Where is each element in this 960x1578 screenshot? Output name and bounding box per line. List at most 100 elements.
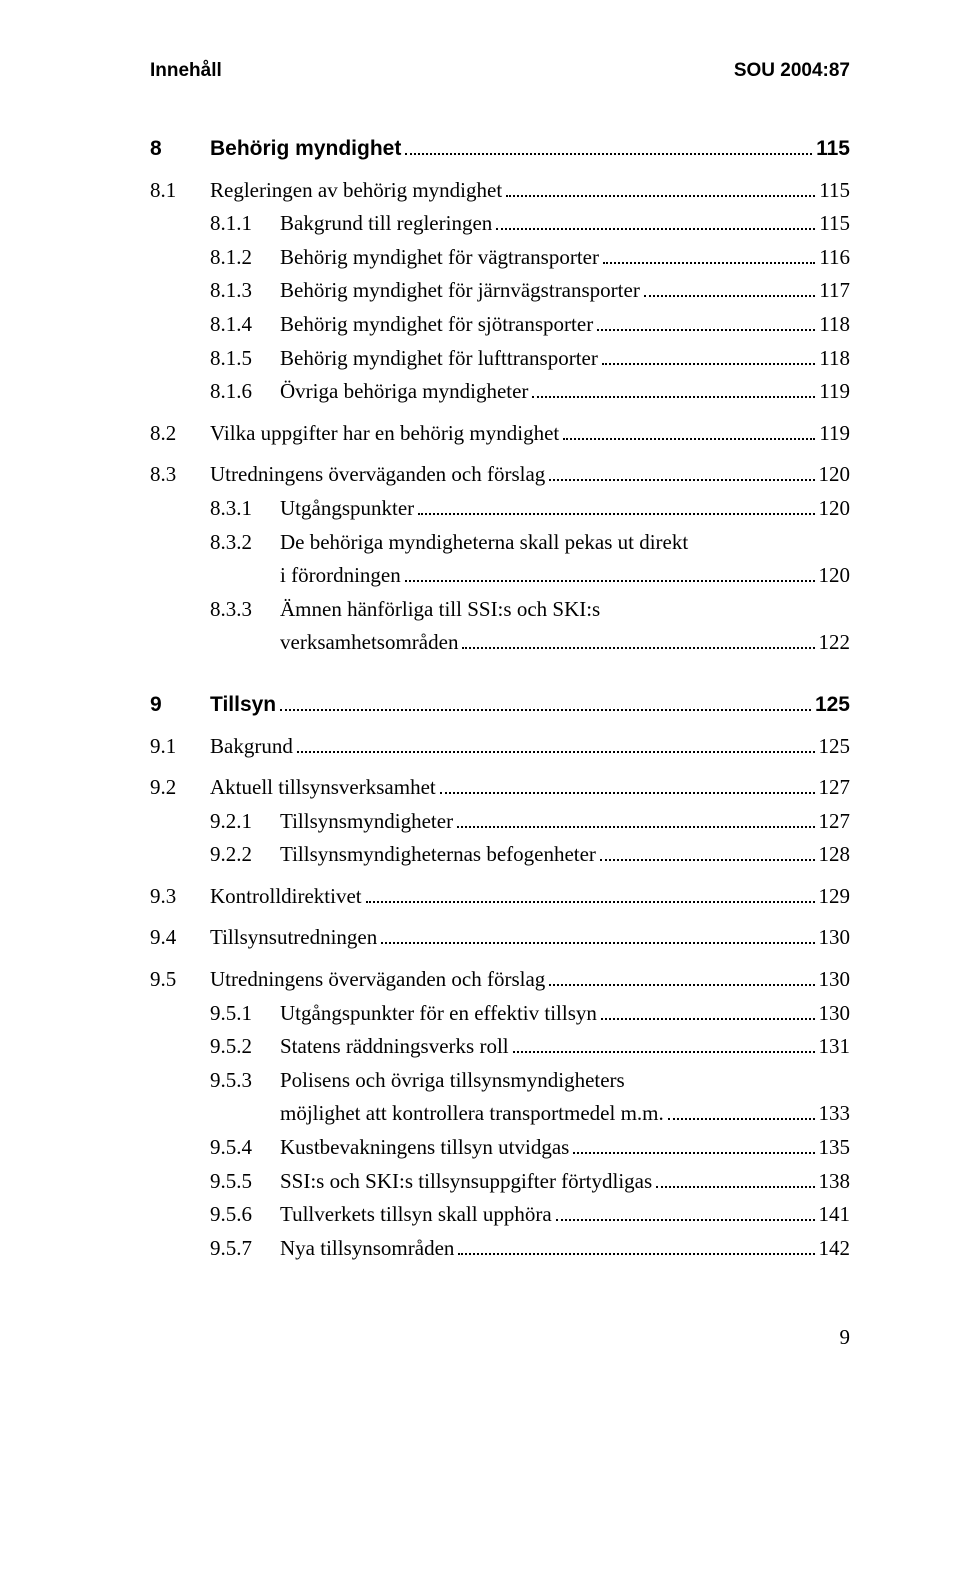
- toc-entry: 9.5.3Polisens och övriga tillsynsmyndigh…: [150, 1064, 850, 1098]
- toc-entry-text: Nya tillsynsområden: [280, 1232, 454, 1266]
- toc-entry-number: 9.2.1: [150, 805, 280, 839]
- toc-leader-dots: [280, 690, 811, 711]
- toc-leader-dots: [405, 561, 815, 582]
- toc-leader-dots: [458, 1234, 814, 1255]
- toc-entry-text: Bakgrund: [210, 730, 293, 764]
- toc-entry-text: Bakgrund till regleringen: [280, 207, 492, 241]
- toc-entry-page: 130: [819, 963, 851, 997]
- toc-entry-text: De behöriga myndigheterna skall pekas ut…: [280, 526, 688, 560]
- toc-entry-text: Kustbevakningens tillsyn utvidgas: [280, 1131, 569, 1165]
- toc-leader-dots: [601, 999, 815, 1020]
- toc-leader-dots: [668, 1100, 815, 1121]
- toc-leader-dots: [532, 377, 815, 398]
- toc-gap: [150, 409, 850, 417]
- toc-entry: 9.5.5SSI:s och SKI:s tillsynsuppgifter f…: [150, 1165, 850, 1199]
- page-footer: 9: [150, 1325, 850, 1350]
- toc-entry: 9.2Aktuell tillsynsverksamhet 127: [150, 771, 850, 805]
- toc-entry-page: 129: [819, 880, 851, 914]
- toc-leader-dots: [366, 882, 815, 903]
- toc-entry-number: 8.1.2: [150, 241, 280, 275]
- page-number: 9: [840, 1325, 851, 1349]
- toc-leader-dots: [513, 1032, 815, 1053]
- toc-leader-dots: [297, 732, 815, 753]
- toc-gap: [150, 166, 850, 174]
- toc-entry-number: 8.1: [150, 174, 210, 208]
- toc-entry: 8.1Regleringen av behörig myndighet 115: [150, 174, 850, 208]
- toc-entry-number: 9.2: [150, 771, 210, 805]
- toc-entry: 8.2Vilka uppgifter har en behörig myndig…: [150, 417, 850, 451]
- toc-entry-text: Utgångspunkter: [280, 492, 414, 526]
- toc-entry-text: Övriga behöriga myndigheter: [280, 375, 528, 409]
- toc-gap: [150, 913, 850, 921]
- toc-entry-number: 8: [150, 132, 210, 166]
- toc-entry-number: 9.5.7: [150, 1232, 280, 1266]
- toc-entry-page: 115: [816, 132, 850, 166]
- toc-entry-number: 9.3: [150, 880, 210, 914]
- toc-entry-text: Aktuell tillsynsverksamhet: [210, 771, 436, 805]
- toc-entry-number: 9.5.4: [150, 1131, 280, 1165]
- toc-entry-text: Tillsynsmyndigheternas befogenheter: [280, 838, 596, 872]
- toc-entry-page: 128: [819, 838, 851, 872]
- toc-entry-text: Ämnen hänförliga till SSI:s och SKI:s: [280, 593, 600, 627]
- toc-entry-text: Regleringen av behörig myndighet: [210, 174, 502, 208]
- toc-entry: 8.1.4Behörig myndighet för sjötransporte…: [150, 308, 850, 342]
- toc-entry-text: Behörig myndighet: [210, 132, 401, 166]
- toc-entry-page: 119: [819, 375, 850, 409]
- toc-entry-page: 141: [819, 1198, 851, 1232]
- toc-entry-page: 138: [819, 1165, 851, 1199]
- toc-entry-number: 8.1.3: [150, 274, 280, 308]
- toc-entry-page: 142: [819, 1232, 851, 1266]
- toc-entry: 9.5.4Kustbevakningens tillsyn utvidgas 13…: [150, 1131, 850, 1165]
- toc-leader-dots: [600, 840, 815, 861]
- toc-entry: 8.1.2Behörig myndighet för vägtransporte…: [150, 241, 850, 275]
- toc-entry-number: 8.1.5: [150, 342, 280, 376]
- toc-entry: 9Tillsyn125: [150, 688, 850, 722]
- toc-leader-dots: [603, 243, 815, 264]
- toc-entry: 8.1.6Övriga behöriga myndigheter 119: [150, 375, 850, 409]
- toc-entry-page: 118: [819, 342, 850, 376]
- toc-entry-page: 118: [819, 308, 850, 342]
- toc-entry-page: 117: [819, 274, 850, 308]
- toc-entry-text: Tillsyn: [210, 688, 276, 722]
- toc-entry-page: 131: [819, 1030, 851, 1064]
- toc-entry-page: 135: [819, 1131, 851, 1165]
- toc-entry-page: 120: [819, 492, 851, 526]
- toc-gap: [150, 763, 850, 771]
- toc-entry: 9.5.6Tullverkets tillsyn skall upphöra14…: [150, 1198, 850, 1232]
- toc-entry-number: 9.4: [150, 921, 210, 955]
- toc-entry: 9.2.2Tillsynsmyndigheternas befogenheter…: [150, 838, 850, 872]
- toc-entry: 8.3.2De behöriga myndigheterna skall pek…: [150, 526, 850, 560]
- toc-leader-dots: [644, 276, 815, 297]
- toc-entry-number: 8.1.1: [150, 207, 280, 241]
- toc-entry-number: 8.3: [150, 458, 210, 492]
- toc-leader-dots: [549, 965, 814, 986]
- toc-entry: 9.5.2Statens räddningsverks roll131: [150, 1030, 850, 1064]
- header-left: Innehåll: [150, 60, 222, 82]
- toc-entry-text: Tillsynsmyndigheter: [280, 805, 453, 839]
- page-header: Innehåll SOU 2004:87: [150, 60, 850, 82]
- toc-entry-number: 9.5: [150, 963, 210, 997]
- toc-leader-dots: [405, 134, 812, 155]
- toc-entry-text: Kontrolldirektivet: [210, 880, 362, 914]
- toc-entry-continuation: möjlighet att kontrollera transportmedel…: [150, 1097, 850, 1131]
- toc-entry: 8.1.5Behörig myndighet för lufttransport…: [150, 342, 850, 376]
- toc-entry-page: 120: [819, 458, 851, 492]
- toc-entry-text: Behörig myndighet för vägtransporter: [280, 241, 599, 275]
- toc-entry-page: 115: [819, 207, 850, 241]
- toc-entry: 8.1.1Bakgrund till regleringen 115: [150, 207, 850, 241]
- toc-entry: 9.4Tillsynsutredningen130: [150, 921, 850, 955]
- toc-gap: [150, 955, 850, 963]
- toc-entry-page: 115: [819, 174, 850, 208]
- toc-entry: 8.3.1Utgångspunkter 120: [150, 492, 850, 526]
- toc-entry: 8.3Utredningens överväganden och förslag…: [150, 458, 850, 492]
- toc-entry-number: 8.3.1: [150, 492, 280, 526]
- toc-entry-number: 9.5.6: [150, 1198, 280, 1232]
- toc-entry-number: 8.1.6: [150, 375, 280, 409]
- toc-gap: [150, 872, 850, 880]
- toc-entry-page: 127: [819, 771, 851, 805]
- toc-leader-dots: [440, 773, 815, 794]
- toc-entry-text: Utgångspunkter för en effektiv tillsyn: [280, 997, 597, 1031]
- toc-leader-dots: [462, 628, 814, 649]
- toc-entry: 9.2.1Tillsynsmyndigheter127: [150, 805, 850, 839]
- toc-entry-text: Behörig myndighet för järnvägstransporte…: [280, 274, 640, 308]
